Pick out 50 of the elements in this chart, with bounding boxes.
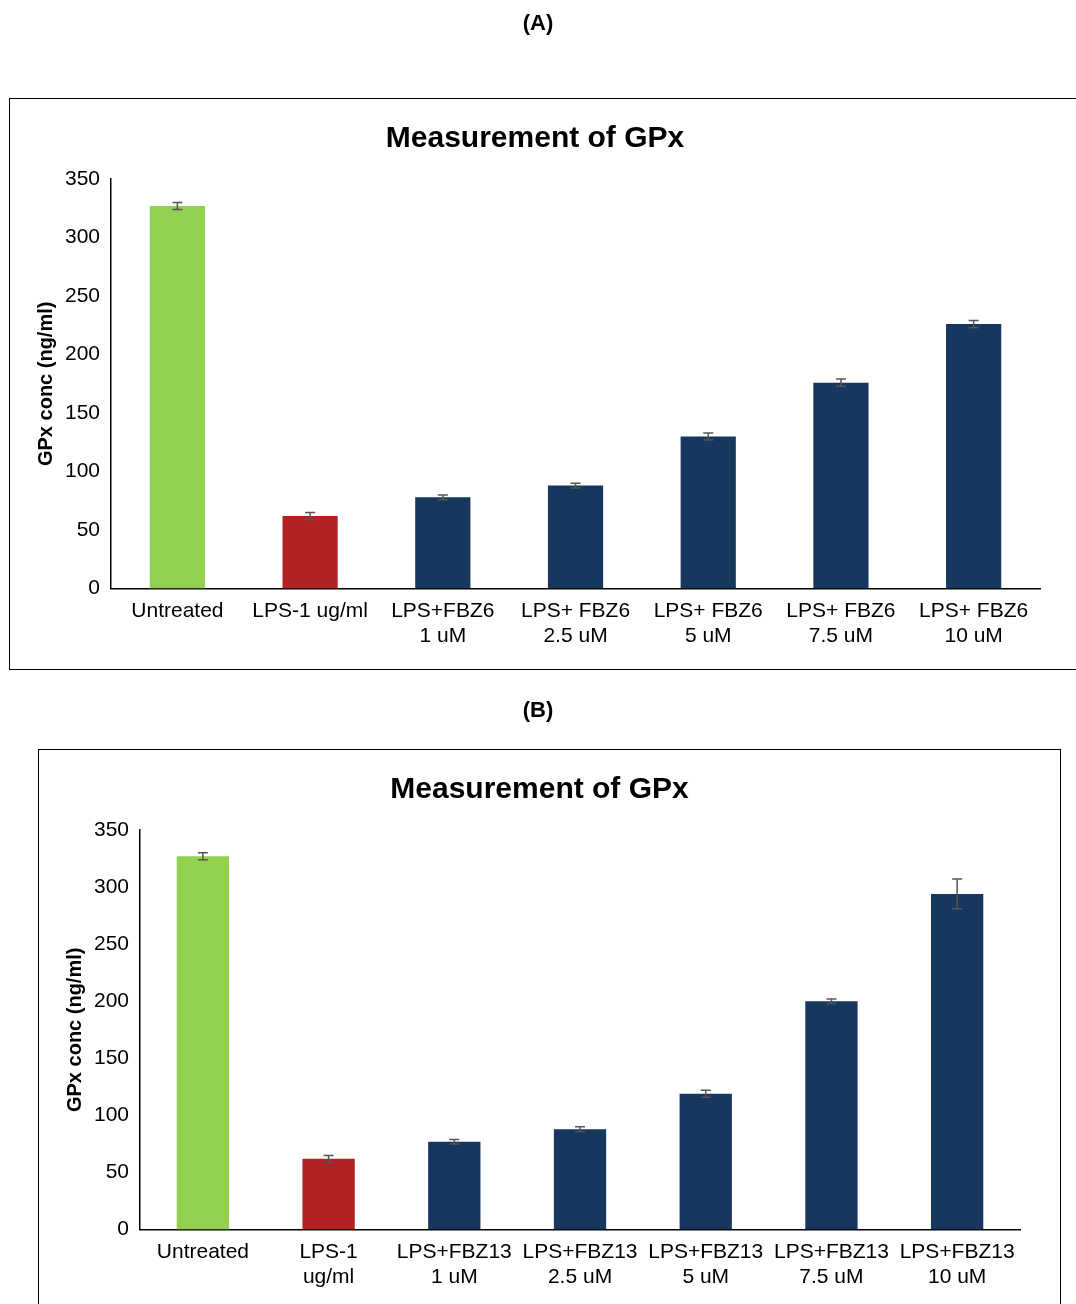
chart-title: Measurement of GPx xyxy=(385,120,685,154)
bar xyxy=(282,516,338,589)
y-tick-label: 0 xyxy=(117,1216,130,1240)
y-axis-title: GPx conc (ng/ml) xyxy=(62,947,85,1113)
y-tick-label: 0 xyxy=(88,575,101,599)
bar xyxy=(805,1001,858,1230)
y-tick-label: 200 xyxy=(93,988,130,1012)
x-tick-label: LPS+FBZ13 10 uM xyxy=(899,1239,1015,1288)
bar xyxy=(415,497,471,589)
x-tick-label: LPS+FBZ13 2.5 uM xyxy=(522,1239,638,1288)
bar xyxy=(680,436,736,589)
y-tick-label: 100 xyxy=(93,1102,130,1126)
x-tick-label: LPS+FBZ13 7.5 uM xyxy=(773,1239,889,1288)
y-tick-label: 200 xyxy=(64,341,101,365)
bar xyxy=(813,382,869,589)
bar xyxy=(302,1158,355,1230)
x-tick-label: LPS-1 ug/ml xyxy=(252,598,368,621)
y-tick-label: 50 xyxy=(76,516,101,540)
bar xyxy=(679,1093,732,1230)
y-tick-label: 350 xyxy=(64,165,101,189)
y-tick-label: 250 xyxy=(64,282,101,306)
chart-title: Measurement of GPx xyxy=(390,771,690,805)
x-tick-label: LPS+ FBZ6 10 uM xyxy=(919,598,1029,647)
y-axis-title: GPx conc (ng/ml) xyxy=(33,301,56,467)
x-tick-label: LPS+ FBZ6 5 uM xyxy=(653,598,763,647)
y-tick-label: 100 xyxy=(64,458,101,482)
bar xyxy=(946,324,1002,589)
x-tick-label: LPS+ FBZ6 2.5 uM xyxy=(520,598,631,647)
x-tick-label: LPS+FBZ6 1 uM xyxy=(391,598,495,647)
text: (A) xyxy=(521,10,555,36)
y-tick-label: 300 xyxy=(93,873,130,897)
y-tick-label: 350 xyxy=(93,816,130,840)
y-tick-label: 150 xyxy=(93,1045,130,1069)
bar xyxy=(547,485,604,589)
x-tick-label: LPS+FBZ13 5 uM xyxy=(648,1239,764,1288)
y-tick-label: 150 xyxy=(64,399,101,423)
x-tick-label: Untreated xyxy=(131,598,224,621)
y-tick-label: 50 xyxy=(105,1159,130,1183)
x-tick-label: LPS+FBZ13 1 uM xyxy=(396,1239,512,1288)
bar xyxy=(176,856,230,1230)
y-tick-label: 250 xyxy=(93,930,130,954)
x-tick-label: LPS-1 ug/ml xyxy=(299,1239,358,1288)
text: (B) xyxy=(521,697,555,723)
bar xyxy=(149,205,205,589)
x-tick-label: Untreated xyxy=(156,1239,250,1262)
bar xyxy=(553,1129,607,1230)
y-tick-label: 300 xyxy=(64,224,101,248)
x-tick-label: LPS+ FBZ6 7.5 uM xyxy=(786,598,896,647)
bar xyxy=(428,1141,481,1230)
bar xyxy=(931,893,984,1230)
